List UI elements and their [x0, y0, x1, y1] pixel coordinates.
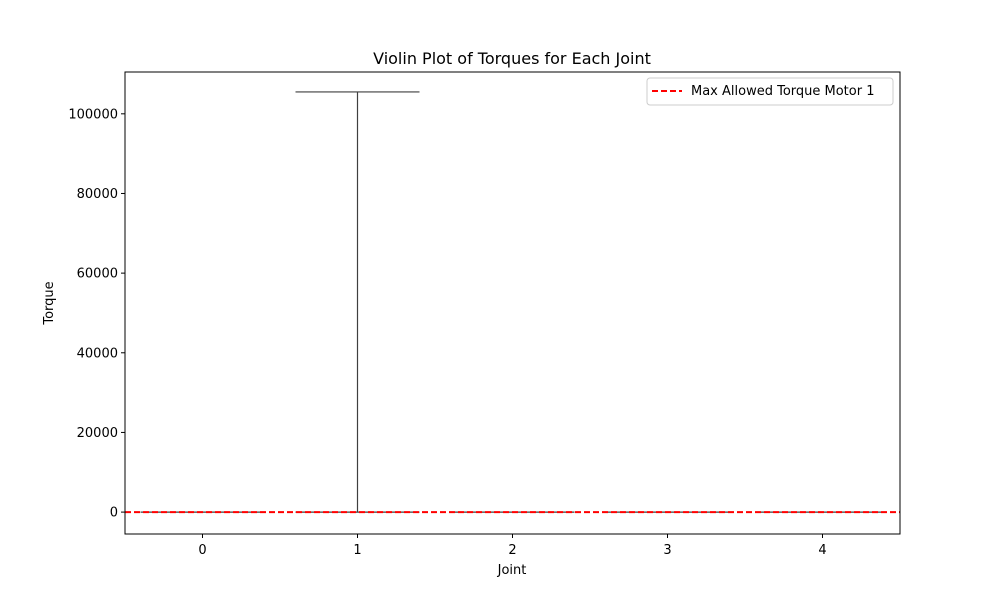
y-axis-ticks: 0 20000 40000 60000 80000 100000: [68, 107, 125, 521]
x-tick-label: 1: [353, 543, 361, 558]
violin-marks: [125, 91, 900, 514]
chart-title: Violin Plot of Torques for Each Joint: [373, 49, 651, 68]
x-tick-label: 4: [818, 543, 826, 558]
plot-background: [125, 72, 900, 534]
y-tick-label: 100000: [68, 107, 118, 122]
y-axis-label: Torque: [42, 281, 57, 325]
y-tick-label: 80000: [77, 187, 118, 202]
y-tick-label: 0: [110, 506, 118, 521]
y-tick-label: 20000: [77, 426, 118, 441]
legend-entry-label: Max Allowed Torque Motor 1: [691, 84, 875, 99]
x-axis-label: Joint: [497, 563, 527, 578]
plot-area: [125, 72, 900, 534]
x-tick-label: 2: [508, 543, 516, 558]
x-tick-label: 3: [663, 543, 671, 558]
legend: Max Allowed Torque Motor 1: [646, 77, 894, 106]
y-tick-label: 40000: [77, 346, 118, 361]
x-tick-label: 0: [198, 543, 206, 558]
legend-box: [646, 77, 894, 106]
x-axis-ticks: 0 1 2 3 4: [198, 534, 827, 558]
y-tick-label: 60000: [77, 267, 118, 282]
axes-frame: [124, 71, 901, 535]
